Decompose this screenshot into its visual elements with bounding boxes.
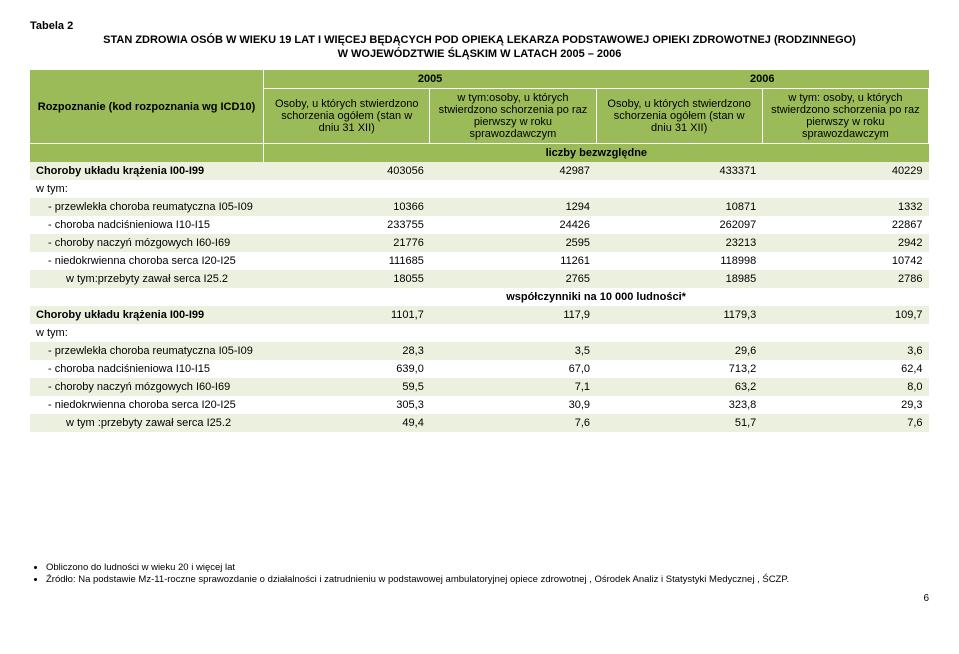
cell: 29,3 [762, 396, 928, 414]
cell: 8,0 [762, 378, 928, 396]
table-row: Choroby układu krążenia I00-I99 1101,7 1… [30, 306, 929, 324]
cell: 18985 [596, 270, 762, 288]
cell: 1179,3 [596, 306, 762, 324]
page-number: 6 [30, 593, 929, 604]
table-row: - przewlekła choroba reumatyczna I05-I09… [30, 342, 929, 360]
cell: 323,8 [596, 396, 762, 414]
table-row: w tym: [30, 180, 929, 198]
cell: 7,6 [430, 414, 596, 432]
table-row: w tym: [30, 324, 929, 342]
page-title: STAN ZDROWIA OSÓB W WIEKU 19 LAT I WIĘCE… [30, 34, 929, 46]
cell: 713,2 [596, 360, 762, 378]
cell: 40229 [762, 162, 928, 180]
blank-header [30, 144, 264, 163]
cell: 2595 [430, 234, 596, 252]
col-header-3: Osoby, u których stwierdzono schorzenia … [596, 89, 762, 144]
cell: 2942 [762, 234, 928, 252]
footer: Obliczono do ludności w wieku 20 i więce… [30, 562, 929, 585]
wtym-label: w tym: [30, 180, 929, 198]
cell: 7,1 [430, 378, 596, 396]
row-label: - choroba nadciśnieniowa I10-I15 [30, 216, 264, 234]
cell: 7,6 [762, 414, 928, 432]
cell: 67,0 [430, 360, 596, 378]
cell: 10742 [762, 252, 928, 270]
row-label: - przewlekła choroba reumatyczna I05-I09 [30, 198, 264, 216]
cell: 2786 [762, 270, 928, 288]
cell: 639,0 [264, 360, 430, 378]
footnote-2: Źródło: Na podstawie Mz-11-roczne sprawo… [46, 574, 929, 585]
year-2005: 2005 [264, 70, 596, 89]
col-header-2: w tym:osoby, u których stwierdzono schor… [430, 89, 596, 144]
row-label: - niedokrwienna choroba serca I20-I25 [30, 396, 264, 414]
cell: 21776 [264, 234, 430, 252]
row-label: Choroby układu krążenia I00-I99 [30, 306, 264, 324]
cell: 3,6 [762, 342, 928, 360]
col-header-4: w tym: osoby, u których stwierdzono scho… [762, 89, 928, 144]
liczby-label: liczby bezwzględne [264, 144, 929, 163]
row-label: - choroba nadciśnieniowa I10-I15 [30, 360, 264, 378]
ratio-label: współczynniki na 10 000 ludności* [264, 288, 929, 306]
cell: 305,3 [264, 396, 430, 414]
cell: 11261 [430, 252, 596, 270]
blank [30, 288, 264, 306]
cell: 1294 [430, 198, 596, 216]
cell: 118998 [596, 252, 762, 270]
cell: 117,9 [430, 306, 596, 324]
cell: 109,7 [762, 306, 928, 324]
ratio-header-row: współczynniki na 10 000 ludności* [30, 288, 929, 306]
row-label: - choroby naczyń mózgowych I60-I69 [30, 234, 264, 252]
cell: 2765 [430, 270, 596, 288]
health-table: Rozpoznanie (kod rozpoznania wg ICD10) 2… [30, 70, 929, 432]
row-header: Rozpoznanie (kod rozpoznania wg ICD10) [30, 70, 264, 144]
wtym-label: w tym: [30, 324, 929, 342]
cell: 1101,7 [264, 306, 430, 324]
table-row: Choroby układu krążenia I00-I99 403056 4… [30, 162, 929, 180]
cell: 63,2 [596, 378, 762, 396]
col-header-1: Osoby, u których stwierdzono schorzenia … [264, 89, 430, 144]
cell: 403056 [264, 162, 430, 180]
cell: 10366 [264, 198, 430, 216]
table-label: Tabela 2 [30, 20, 929, 32]
row-label: Choroby układu krążenia I00-I99 [30, 162, 264, 180]
row-label: - niedokrwienna choroba serca I20-I25 [30, 252, 264, 270]
cell: 51,7 [596, 414, 762, 432]
cell: 111685 [264, 252, 430, 270]
table-row: - niedokrwienna choroba serca I20-I25111… [30, 252, 929, 270]
cell: 10871 [596, 198, 762, 216]
table-row: - niedokrwienna choroba serca I20-I25305… [30, 396, 929, 414]
table-row: - choroba nadciśnieniowa I10-I15639,067,… [30, 360, 929, 378]
row-label: w tym :przebyty zawał serca I25.2 [30, 414, 264, 432]
cell: 30,9 [430, 396, 596, 414]
table-row: - choroby naczyń mózgowych I60-I6959,57,… [30, 378, 929, 396]
row-label: - choroby naczyń mózgowych I60-I69 [30, 378, 264, 396]
cell: 29,6 [596, 342, 762, 360]
table-row: w tym :przebyty zawał serca I25.249,47,6… [30, 414, 929, 432]
cell: 59,5 [264, 378, 430, 396]
cell: 18055 [264, 270, 430, 288]
cell: 233755 [264, 216, 430, 234]
cell: 1332 [762, 198, 928, 216]
cell: 62,4 [762, 360, 928, 378]
footnote-1: Obliczono do ludności w wieku 20 i więce… [46, 562, 929, 573]
year-2006: 2006 [596, 70, 928, 89]
table-row: - choroby naczyń mózgowych I60-I69217762… [30, 234, 929, 252]
cell: 22867 [762, 216, 928, 234]
cell: 42987 [430, 162, 596, 180]
page-subtitle: W WOJEWÓDZTWIE ŚLĄSKIM W LATACH 2005 – 2… [30, 48, 929, 60]
cell: 262097 [596, 216, 762, 234]
cell: 23213 [596, 234, 762, 252]
cell: 3,5 [430, 342, 596, 360]
table-row: - przewlekła choroba reumatyczna I05-I09… [30, 198, 929, 216]
row-label: - przewlekła choroba reumatyczna I05-I09 [30, 342, 264, 360]
row-label: w tym:przebyty zawał serca I25.2 [30, 270, 264, 288]
table-row: w tym:przebyty zawał serca I25.218055276… [30, 270, 929, 288]
cell: 433371 [596, 162, 762, 180]
cell: 28,3 [264, 342, 430, 360]
table-row: - choroba nadciśnieniowa I10-I1523375524… [30, 216, 929, 234]
cell: 24426 [430, 216, 596, 234]
cell: 49,4 [264, 414, 430, 432]
